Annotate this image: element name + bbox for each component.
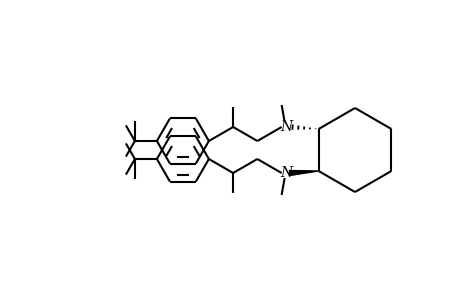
Text: N: N bbox=[280, 166, 292, 180]
Polygon shape bbox=[289, 170, 318, 175]
Text: N: N bbox=[280, 120, 292, 134]
